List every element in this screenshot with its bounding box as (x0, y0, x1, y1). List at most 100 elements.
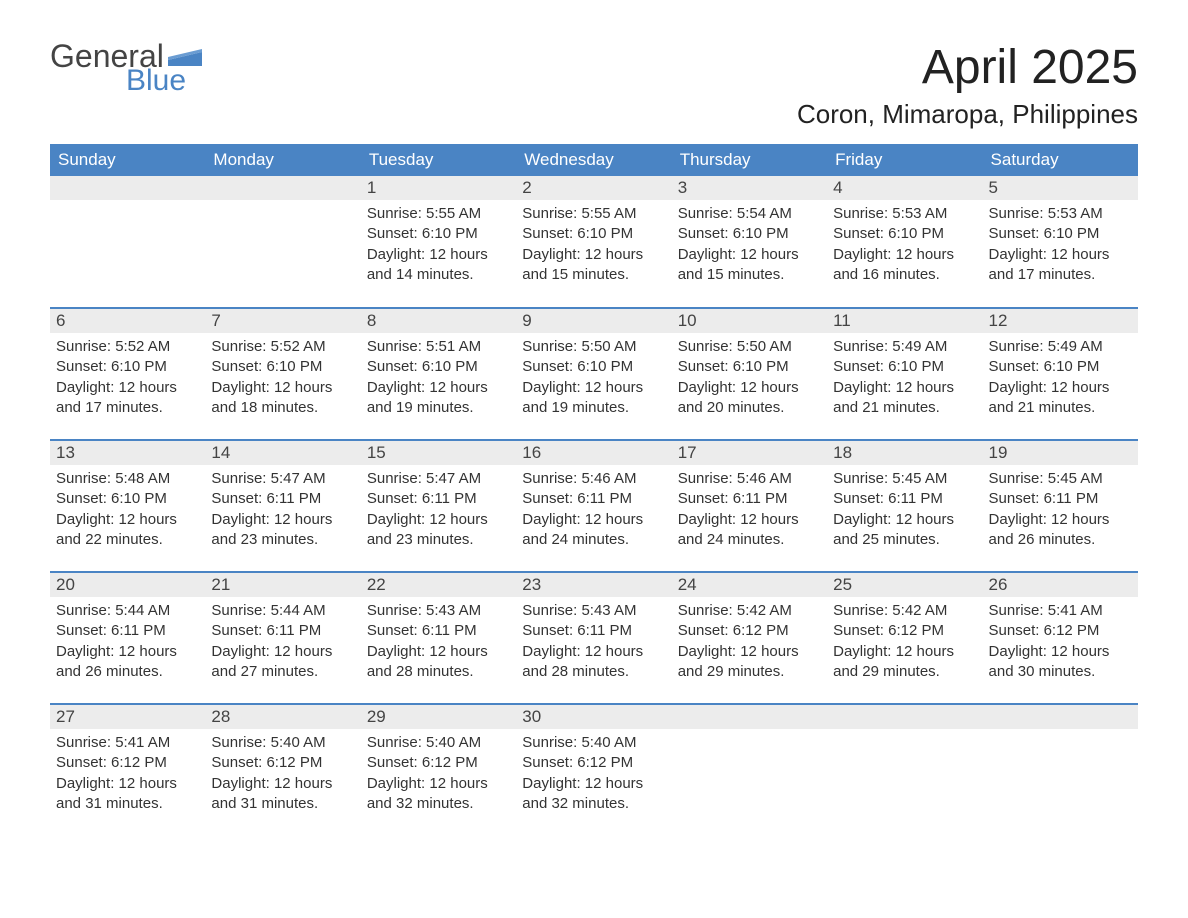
day-number: 17 (672, 441, 827, 465)
calendar-day-cell (672, 704, 827, 836)
day-number: 11 (827, 309, 982, 333)
daylight-text-1: Daylight: 12 hours (522, 510, 665, 530)
sunset-text: Sunset: 6:10 PM (211, 357, 354, 377)
day-number: 9 (516, 309, 671, 333)
sunset-text: Sunset: 6:10 PM (367, 224, 510, 244)
sunset-text: Sunset: 6:11 PM (211, 489, 354, 509)
day-number: 28 (205, 705, 360, 729)
day-data: Sunrise: 5:54 AMSunset: 6:10 PMDaylight:… (672, 200, 827, 289)
sunset-text: Sunset: 6:10 PM (989, 224, 1132, 244)
day-number: 13 (50, 441, 205, 465)
day-number (672, 705, 827, 729)
daylight-text-1: Daylight: 12 hours (367, 510, 510, 530)
sunrise-text: Sunrise: 5:53 AM (989, 204, 1132, 224)
day-data: Sunrise: 5:45 AMSunset: 6:11 PMDaylight:… (983, 465, 1138, 554)
sunrise-text: Sunrise: 5:44 AM (211, 601, 354, 621)
daylight-text-1: Daylight: 12 hours (678, 378, 821, 398)
daylight-text-2: and 17 minutes. (989, 265, 1132, 285)
daylight-text-2: and 19 minutes. (367, 398, 510, 418)
day-number: 22 (361, 573, 516, 597)
weekday-header: Saturday (983, 144, 1138, 176)
day-data (50, 200, 205, 280)
daylight-text-1: Daylight: 12 hours (367, 378, 510, 398)
calendar-day-cell: 15Sunrise: 5:47 AMSunset: 6:11 PMDayligh… (361, 440, 516, 572)
calendar-day-cell: 19Sunrise: 5:45 AMSunset: 6:11 PMDayligh… (983, 440, 1138, 572)
day-data: Sunrise: 5:53 AMSunset: 6:10 PMDaylight:… (827, 200, 982, 289)
weekday-header: Wednesday (516, 144, 671, 176)
calendar-day-cell: 18Sunrise: 5:45 AMSunset: 6:11 PMDayligh… (827, 440, 982, 572)
day-number: 2 (516, 176, 671, 200)
day-data (205, 200, 360, 280)
calendar-day-cell: 10Sunrise: 5:50 AMSunset: 6:10 PMDayligh… (672, 308, 827, 440)
day-number: 29 (361, 705, 516, 729)
daylight-text-1: Daylight: 12 hours (211, 378, 354, 398)
day-number: 25 (827, 573, 982, 597)
calendar-day-cell: 24Sunrise: 5:42 AMSunset: 6:12 PMDayligh… (672, 572, 827, 704)
weekday-header: Tuesday (361, 144, 516, 176)
day-data: Sunrise: 5:43 AMSunset: 6:11 PMDaylight:… (361, 597, 516, 686)
day-data: Sunrise: 5:46 AMSunset: 6:11 PMDaylight:… (672, 465, 827, 554)
calendar-day-cell: 12Sunrise: 5:49 AMSunset: 6:10 PMDayligh… (983, 308, 1138, 440)
sunrise-text: Sunrise: 5:55 AM (522, 204, 665, 224)
sunrise-text: Sunrise: 5:45 AM (989, 469, 1132, 489)
calendar-week-row: 6Sunrise: 5:52 AMSunset: 6:10 PMDaylight… (50, 308, 1138, 440)
day-data: Sunrise: 5:51 AMSunset: 6:10 PMDaylight:… (361, 333, 516, 422)
daylight-text-1: Daylight: 12 hours (522, 642, 665, 662)
sunrise-text: Sunrise: 5:51 AM (367, 337, 510, 357)
sunrise-text: Sunrise: 5:48 AM (56, 469, 199, 489)
daylight-text-1: Daylight: 12 hours (678, 642, 821, 662)
day-number: 8 (361, 309, 516, 333)
daylight-text-1: Daylight: 12 hours (367, 245, 510, 265)
sunset-text: Sunset: 6:12 PM (522, 753, 665, 773)
calendar-day-cell: 1Sunrise: 5:55 AMSunset: 6:10 PMDaylight… (361, 176, 516, 308)
sunrise-text: Sunrise: 5:41 AM (989, 601, 1132, 621)
day-number: 12 (983, 309, 1138, 333)
sunset-text: Sunset: 6:11 PM (211, 621, 354, 641)
calendar-day-cell: 9Sunrise: 5:50 AMSunset: 6:10 PMDaylight… (516, 308, 671, 440)
daylight-text-1: Daylight: 12 hours (56, 510, 199, 530)
daylight-text-2: and 30 minutes. (989, 662, 1132, 682)
daylight-text-1: Daylight: 12 hours (989, 378, 1132, 398)
sunset-text: Sunset: 6:10 PM (989, 357, 1132, 377)
sunset-text: Sunset: 6:12 PM (211, 753, 354, 773)
day-number: 23 (516, 573, 671, 597)
calendar-day-cell (50, 176, 205, 308)
day-data: Sunrise: 5:53 AMSunset: 6:10 PMDaylight:… (983, 200, 1138, 289)
sunset-text: Sunset: 6:10 PM (56, 357, 199, 377)
calendar-day-cell: 17Sunrise: 5:46 AMSunset: 6:11 PMDayligh… (672, 440, 827, 572)
weekday-header: Sunday (50, 144, 205, 176)
daylight-text-1: Daylight: 12 hours (522, 774, 665, 794)
weekday-header: Thursday (672, 144, 827, 176)
sunrise-text: Sunrise: 5:40 AM (522, 733, 665, 753)
day-number: 5 (983, 176, 1138, 200)
calendar-day-cell: 22Sunrise: 5:43 AMSunset: 6:11 PMDayligh… (361, 572, 516, 704)
day-data: Sunrise: 5:43 AMSunset: 6:11 PMDaylight:… (516, 597, 671, 686)
weekday-header: Friday (827, 144, 982, 176)
daylight-text-2: and 26 minutes. (56, 662, 199, 682)
daylight-text-2: and 18 minutes. (211, 398, 354, 418)
sunset-text: Sunset: 6:11 PM (989, 489, 1132, 509)
calendar-day-cell (827, 704, 982, 836)
day-data: Sunrise: 5:45 AMSunset: 6:11 PMDaylight:… (827, 465, 982, 554)
daylight-text-1: Daylight: 12 hours (833, 642, 976, 662)
day-number: 24 (672, 573, 827, 597)
calendar-day-cell: 20Sunrise: 5:44 AMSunset: 6:11 PMDayligh… (50, 572, 205, 704)
daylight-text-1: Daylight: 12 hours (678, 510, 821, 530)
sunset-text: Sunset: 6:10 PM (56, 489, 199, 509)
daylight-text-2: and 25 minutes. (833, 530, 976, 550)
calendar-table: Sunday Monday Tuesday Wednesday Thursday… (50, 144, 1138, 836)
daylight-text-2: and 27 minutes. (211, 662, 354, 682)
day-number (827, 705, 982, 729)
calendar-day-cell: 30Sunrise: 5:40 AMSunset: 6:12 PMDayligh… (516, 704, 671, 836)
sunset-text: Sunset: 6:10 PM (522, 357, 665, 377)
month-title: April 2025 (797, 40, 1138, 95)
sunset-text: Sunset: 6:10 PM (678, 224, 821, 244)
weekday-header-row: Sunday Monday Tuesday Wednesday Thursday… (50, 144, 1138, 176)
daylight-text-1: Daylight: 12 hours (56, 378, 199, 398)
sunset-text: Sunset: 6:11 PM (367, 489, 510, 509)
weekday-header: Monday (205, 144, 360, 176)
calendar-day-cell: 5Sunrise: 5:53 AMSunset: 6:10 PMDaylight… (983, 176, 1138, 308)
calendar-day-cell: 8Sunrise: 5:51 AMSunset: 6:10 PMDaylight… (361, 308, 516, 440)
sunrise-text: Sunrise: 5:50 AM (678, 337, 821, 357)
day-data: Sunrise: 5:41 AMSunset: 6:12 PMDaylight:… (983, 597, 1138, 686)
